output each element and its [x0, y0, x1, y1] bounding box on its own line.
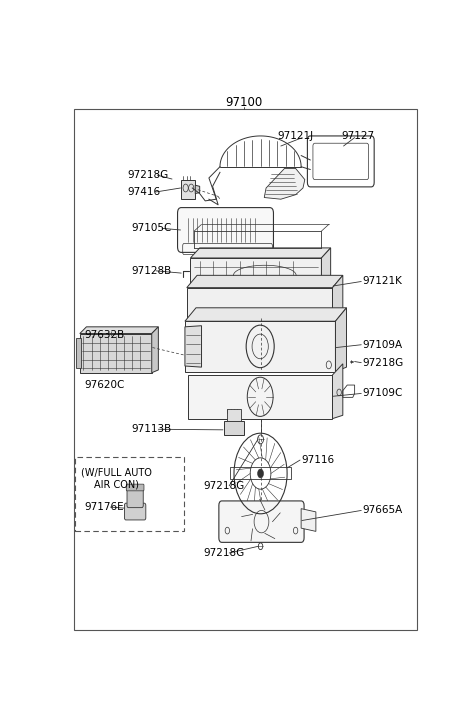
Text: 97121J: 97121J: [278, 131, 314, 141]
Text: 97105C: 97105C: [131, 223, 172, 233]
Text: (W/FULL AUTO
AIR CON): (W/FULL AUTO AIR CON): [81, 467, 152, 489]
Bar: [187, 288, 332, 318]
Bar: [75, 457, 184, 531]
Text: 97218G: 97218G: [203, 548, 245, 558]
Polygon shape: [181, 180, 195, 199]
Polygon shape: [80, 327, 159, 334]
Polygon shape: [185, 308, 347, 321]
Text: 97620C: 97620C: [85, 380, 125, 390]
Polygon shape: [336, 308, 347, 371]
FancyBboxPatch shape: [126, 484, 144, 491]
Text: 97127: 97127: [342, 131, 375, 141]
Polygon shape: [152, 327, 159, 373]
Text: 97113B: 97113B: [131, 425, 172, 434]
FancyBboxPatch shape: [219, 501, 304, 542]
Text: 97218G: 97218G: [128, 170, 169, 180]
Text: 97128B: 97128B: [131, 266, 172, 276]
Text: 97100: 97100: [225, 97, 263, 110]
Polygon shape: [190, 248, 331, 258]
Polygon shape: [321, 248, 331, 285]
Bar: [227, 409, 241, 422]
Bar: [80, 334, 152, 373]
Polygon shape: [185, 326, 201, 367]
Polygon shape: [333, 364, 343, 419]
Text: 97632B: 97632B: [85, 329, 125, 340]
Text: 97109A: 97109A: [362, 340, 402, 350]
FancyBboxPatch shape: [124, 503, 146, 520]
FancyBboxPatch shape: [127, 486, 143, 507]
Polygon shape: [333, 276, 343, 318]
Polygon shape: [187, 276, 343, 288]
FancyBboxPatch shape: [178, 208, 274, 252]
Bar: [76, 338, 80, 369]
Bar: [190, 258, 321, 285]
Text: 97218G: 97218G: [362, 358, 403, 368]
Polygon shape: [301, 509, 316, 531]
Text: 97121K: 97121K: [362, 276, 402, 286]
Text: 97116: 97116: [301, 455, 334, 465]
Polygon shape: [195, 185, 200, 193]
Text: 97665A: 97665A: [362, 505, 402, 515]
Text: 97416: 97416: [128, 188, 161, 198]
Bar: [224, 422, 244, 435]
Polygon shape: [264, 169, 305, 199]
Text: 97109C: 97109C: [362, 388, 402, 398]
Bar: [185, 321, 336, 371]
Text: 97218G: 97218G: [203, 481, 245, 491]
Bar: [188, 375, 333, 419]
Bar: [230, 467, 291, 479]
Text: 97176E: 97176E: [85, 502, 124, 512]
Circle shape: [258, 469, 264, 478]
